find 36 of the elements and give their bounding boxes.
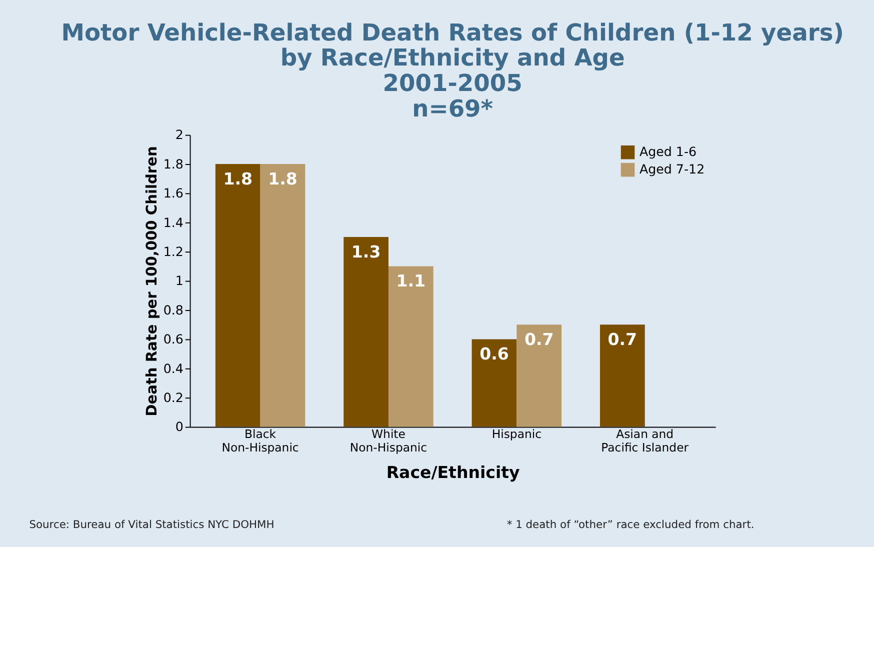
bar (516, 324, 562, 427)
y-tick-label: 2 (175, 127, 184, 142)
y-tick-label: 0 (175, 419, 184, 434)
y-tick-label: 0.2 (163, 390, 184, 405)
bar (472, 339, 517, 427)
data-label: 1.3 (351, 242, 381, 262)
y-tick-label: 1.2 (163, 244, 184, 259)
x-tick-label: White Non-Hispanic (350, 426, 428, 455)
y-axis-title: Death Rate per 100,000 Children (144, 146, 161, 416)
data-label: 1.8 (268, 169, 298, 188)
text: * 1 death of “other” race excluded from chart. (506, 518, 754, 532)
data-label: 0.7 (608, 330, 638, 350)
y-tick-label: 1.8 (163, 156, 184, 172)
y-tick-label: 0.6 (163, 332, 184, 347)
data-label: 0.7 (524, 330, 554, 350)
data-label: 0.6 (480, 344, 509, 364)
y-tick-label: 1.6 (163, 186, 184, 201)
x-tick-label: Black Non-Hispanic (222, 426, 299, 455)
legend-label: Aged 1-6 (639, 144, 697, 160)
x-tick-label: Asian and Pacific Islander (601, 426, 689, 455)
x-axis-title: Race/Ethnicity (386, 462, 520, 482)
data-label: 1.8 (223, 169, 253, 188)
y-tick-label: 0.4 (163, 360, 184, 376)
bar (215, 164, 260, 427)
bar (600, 324, 645, 427)
x-tick-label: Hispanic (492, 426, 542, 441)
y-tick-label: 1.4 (163, 214, 184, 230)
source-note: Source: Bureau of Vital Statistics NYC DOHMH (29, 518, 274, 532)
bar (344, 237, 388, 427)
legend-label: Aged 7-12 (639, 162, 705, 177)
y-tick-label: 1 (175, 273, 184, 288)
data-label: 1.1 (396, 272, 426, 291)
bar (260, 164, 306, 427)
bar (388, 266, 434, 427)
chart-title: Motor Vehicle-Related Death Rates of Children (1-12 years) by Race/Ethnicity and Age 2001-2005 n=69* (61, 18, 844, 122)
y-tick-label: 0.8 (163, 302, 184, 318)
